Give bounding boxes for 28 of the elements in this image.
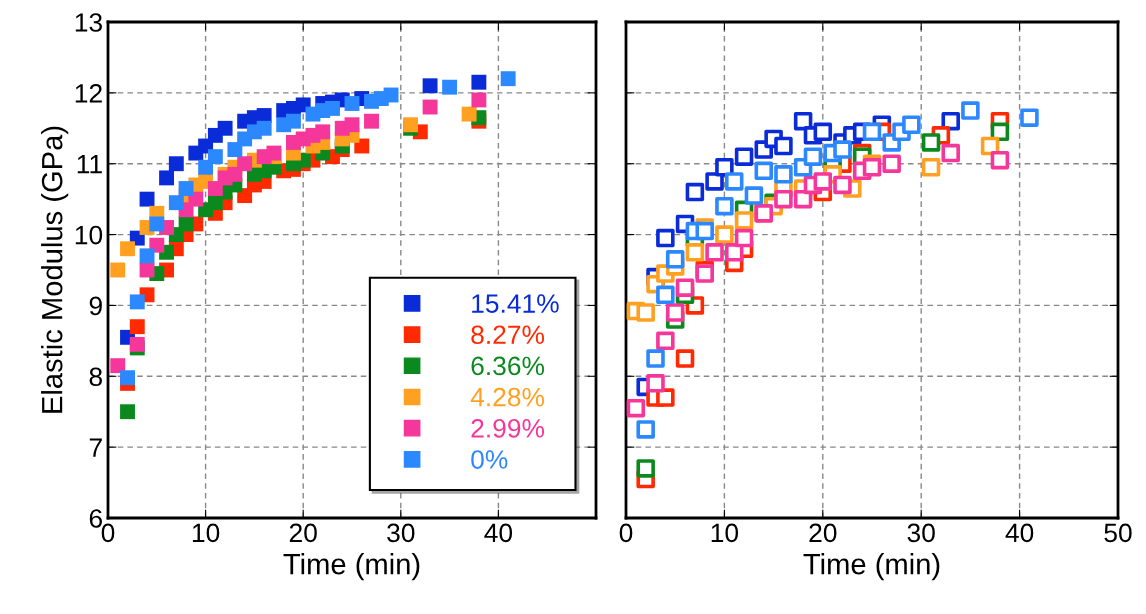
x-tick-label: 10 [192,523,220,543]
y-tick-label: 8 [89,367,102,387]
x-tick-label: 50 [1104,523,1132,543]
x-axis-title: Time (min) [803,553,940,581]
legend-label: 8.27% [471,325,545,345]
legend-label: 6.36% [471,356,545,376]
legend-label: 15.41% [472,294,559,313]
x-tick-label: 0 [619,523,633,543]
x-axis-title: Time (min) [283,553,420,581]
x-tick-label: 30 [907,523,935,543]
x-tick-label: 20 [809,523,837,543]
legend-label: 4.28% [470,387,545,407]
legend-label: 0% [471,450,508,469]
x-tick-label: 10 [711,523,739,543]
y-tick-label: 6 [89,509,102,528]
x-tick-label: 20 [289,523,317,543]
y-tick-label: 7 [89,438,102,457]
y-tick-label: 12 [75,83,102,103]
legend-label: 2.99% [471,418,545,438]
x-tick-label: 40 [484,523,513,543]
y-tick-label: 13 [75,13,102,32]
y-tick-label: 9 [89,296,102,316]
x-tick-label: 40 [1005,523,1034,543]
y-tick-label: 11 [77,155,102,174]
y-tick-label: 10 [75,225,103,245]
x-tick-label: 30 [387,523,415,543]
x-tick-label: 0 [101,523,115,543]
y-axis-title: Elastic Modulus (GPa) [41,126,69,413]
